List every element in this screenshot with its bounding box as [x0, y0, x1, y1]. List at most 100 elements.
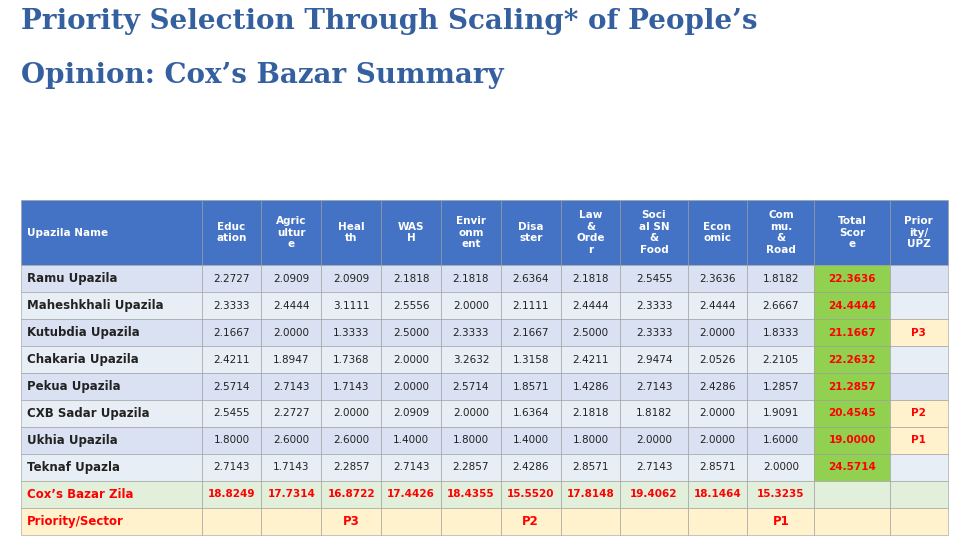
Bar: [381, 454, 441, 481]
Text: 2.5556: 2.5556: [393, 301, 429, 311]
Text: 1.8947: 1.8947: [274, 355, 310, 365]
Bar: [890, 481, 948, 508]
Bar: [441, 346, 501, 373]
Bar: [322, 400, 381, 427]
Text: 2.0000: 2.0000: [636, 435, 672, 445]
Bar: [21, 400, 202, 427]
Text: 2.3333: 2.3333: [636, 328, 672, 338]
Text: Ramu Upazila: Ramu Upazila: [27, 272, 117, 286]
Text: 1.2857: 1.2857: [762, 382, 799, 392]
Text: 2.2727: 2.2727: [213, 274, 250, 284]
Text: P2: P2: [911, 408, 926, 418]
Bar: [501, 266, 561, 292]
Bar: [21, 373, 202, 400]
Text: 2.0526: 2.0526: [699, 355, 735, 365]
Text: 18.1464: 18.1464: [693, 489, 741, 499]
Bar: [322, 292, 381, 319]
Text: Ukhia Upazila: Ukhia Upazila: [27, 434, 117, 447]
Text: P1: P1: [773, 515, 789, 528]
Bar: [561, 373, 620, 400]
Text: 2.7143: 2.7143: [274, 382, 310, 392]
Bar: [890, 200, 948, 266]
Bar: [890, 508, 948, 535]
Text: P1: P1: [911, 435, 926, 445]
Text: Agric
ultur
e: Agric ultur e: [276, 216, 306, 249]
Bar: [501, 373, 561, 400]
Bar: [687, 400, 748, 427]
Text: 1.8333: 1.8333: [762, 328, 799, 338]
Text: 2.8571: 2.8571: [699, 462, 735, 472]
Text: 20.4545: 20.4545: [828, 408, 876, 418]
Bar: [441, 266, 501, 292]
Bar: [202, 373, 261, 400]
Bar: [890, 427, 948, 454]
Text: 2.2857: 2.2857: [453, 462, 490, 472]
Text: 22.2632: 22.2632: [828, 355, 876, 365]
Bar: [748, 400, 814, 427]
Text: Heal
th: Heal th: [338, 222, 365, 244]
Bar: [814, 454, 890, 481]
Text: Priority/Sector: Priority/Sector: [27, 515, 124, 528]
Bar: [381, 292, 441, 319]
Bar: [890, 292, 948, 319]
Bar: [561, 319, 620, 346]
Text: Opinion: Cox’s Bazar Summary: Opinion: Cox’s Bazar Summary: [21, 62, 504, 89]
Text: 15.3235: 15.3235: [757, 489, 804, 499]
Text: 2.2857: 2.2857: [333, 462, 370, 472]
Bar: [441, 481, 501, 508]
Bar: [687, 481, 748, 508]
Bar: [202, 319, 261, 346]
Text: 17.8148: 17.8148: [566, 489, 614, 499]
Bar: [501, 200, 561, 266]
Bar: [890, 400, 948, 427]
Bar: [814, 319, 890, 346]
Bar: [261, 373, 322, 400]
Bar: [620, 200, 687, 266]
Text: Com
mu.
&
Road: Com mu. & Road: [766, 210, 796, 255]
Bar: [748, 292, 814, 319]
Bar: [261, 266, 322, 292]
Bar: [620, 508, 687, 535]
Bar: [890, 346, 948, 373]
Bar: [381, 319, 441, 346]
Text: 1.4000: 1.4000: [393, 435, 429, 445]
Text: 2.1111: 2.1111: [513, 301, 549, 311]
Text: 2.3333: 2.3333: [213, 301, 250, 311]
Bar: [561, 346, 620, 373]
Text: 21.2857: 21.2857: [828, 382, 876, 392]
Text: Chakaria Upazila: Chakaria Upazila: [27, 353, 138, 366]
Bar: [202, 481, 261, 508]
Text: 2.4444: 2.4444: [699, 301, 735, 311]
Bar: [501, 400, 561, 427]
Text: Priority Selection Through Scaling* of People’s: Priority Selection Through Scaling* of P…: [21, 8, 757, 35]
Text: 1.4286: 1.4286: [572, 382, 609, 392]
Bar: [381, 508, 441, 535]
Text: 2.4211: 2.4211: [572, 355, 609, 365]
Text: 2.5455: 2.5455: [636, 274, 672, 284]
Text: 2.8571: 2.8571: [572, 462, 609, 472]
Text: 2.4286: 2.4286: [699, 382, 735, 392]
Text: 2.3333: 2.3333: [636, 301, 672, 311]
Bar: [21, 454, 202, 481]
Bar: [441, 319, 501, 346]
Text: WAS
H: WAS H: [397, 222, 424, 244]
Text: 2.1667: 2.1667: [513, 328, 549, 338]
Bar: [261, 200, 322, 266]
Bar: [381, 346, 441, 373]
Text: 2.3636: 2.3636: [699, 274, 735, 284]
Text: 2.0000: 2.0000: [393, 382, 429, 392]
Text: 2.1818: 2.1818: [572, 274, 609, 284]
Bar: [202, 400, 261, 427]
Bar: [620, 346, 687, 373]
Bar: [814, 200, 890, 266]
Bar: [748, 373, 814, 400]
Text: 2.2105: 2.2105: [763, 355, 799, 365]
Text: 2.7143: 2.7143: [213, 462, 250, 472]
Text: 22.3636: 22.3636: [828, 274, 876, 284]
Text: 2.0000: 2.0000: [453, 301, 489, 311]
Text: Upazila Name: Upazila Name: [27, 228, 108, 238]
Bar: [202, 508, 261, 535]
Text: 2.1818: 2.1818: [393, 274, 429, 284]
Bar: [381, 400, 441, 427]
Bar: [687, 346, 748, 373]
